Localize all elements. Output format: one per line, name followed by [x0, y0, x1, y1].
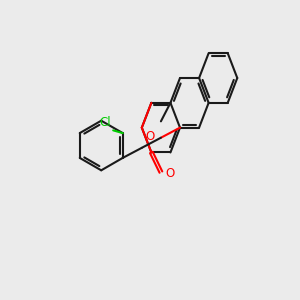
Text: O: O	[166, 167, 175, 180]
Text: Cl: Cl	[99, 116, 111, 129]
Text: O: O	[146, 130, 155, 143]
